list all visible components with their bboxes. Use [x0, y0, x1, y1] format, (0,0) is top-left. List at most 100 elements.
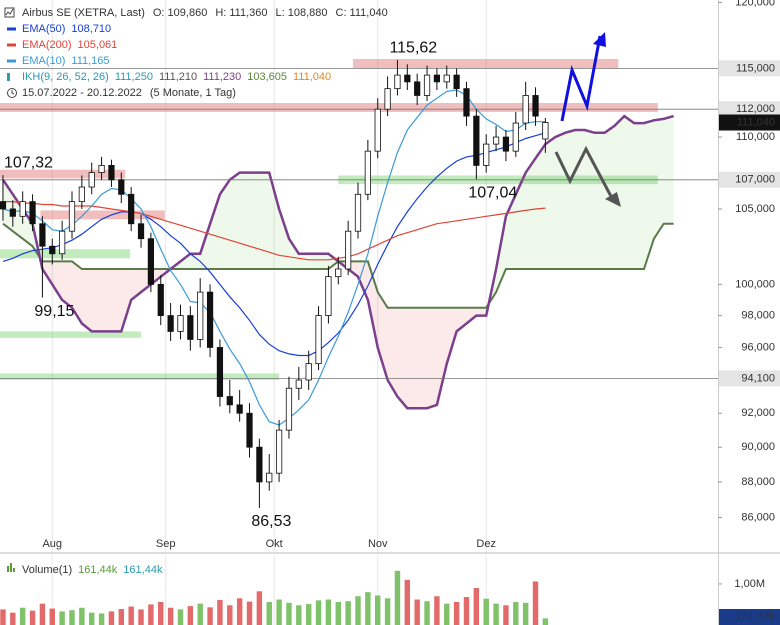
- price-zone: [0, 169, 126, 179]
- bear-arrow-head: [605, 192, 621, 207]
- candle-body: [266, 472, 273, 483]
- y-tick-label: 120,000: [735, 0, 775, 8]
- volume-bar: [207, 607, 213, 625]
- legend-entry: IKH(9, 26, 52, 26) 111,250 111,210 111,230 1…: [22, 71, 331, 83]
- volume-legend: Volume(1) 161,44k 161,44k: [22, 564, 163, 576]
- cloud-fill: [308, 253, 319, 269]
- ema-line: [2, 132, 546, 357]
- x-tick-label: Aug: [42, 538, 62, 550]
- cloud-fill: [249, 172, 260, 269]
- price-zone: [0, 103, 658, 112]
- cloud-fill: [190, 253, 201, 269]
- volume-bar: [384, 598, 391, 625]
- price-annotation: 99,15: [34, 303, 74, 320]
- last-price-box: [719, 114, 780, 131]
- legend-swatch: [7, 27, 16, 31]
- level-box: [719, 370, 780, 387]
- volume-bar: [305, 604, 312, 625]
- candle-body: [295, 379, 302, 389]
- volume-value: 161,44k: [78, 564, 118, 576]
- header: Airbus SE (XETRA, Last) O: 109,860 H: 111,…: [22, 7, 388, 19]
- level-label: 94,100: [741, 372, 775, 384]
- cloud-fill: [387, 307, 398, 397]
- cloud-fill: [131, 268, 142, 300]
- candle-body: [68, 201, 76, 232]
- cloud-fill: [22, 208, 33, 247]
- volume-bar: [0, 609, 6, 625]
- volume-bar: [29, 610, 36, 625]
- ema-line: [3, 201, 546, 261]
- volume-icon: [10, 563, 12, 572]
- volume-bar: [286, 602, 292, 625]
- price-zone: [40, 210, 165, 220]
- candle-body: [206, 291, 214, 348]
- legend: Airbus SE (XETRA, Last) O: 109,860 H: 111,…: [4, 7, 388, 576]
- candle-body: [29, 201, 36, 225]
- volume-bar: [503, 605, 509, 625]
- cloud-fill: [210, 194, 220, 269]
- cloud-fill: [614, 116, 625, 269]
- cloud-fill: [476, 307, 487, 316]
- volume-bar: [444, 603, 450, 625]
- x-tick-label: Nov: [368, 538, 388, 550]
- cloud-fill: [367, 261, 378, 348]
- candle-body: [236, 404, 243, 414]
- volume-bar: [158, 602, 164, 625]
- ohlc: O: 109,860: [153, 7, 207, 19]
- cloud-fill: [318, 253, 329, 269]
- volume-icon: [13, 568, 15, 572]
- candle-body: [423, 74, 431, 96]
- legend-name: EMA(200): [22, 39, 72, 51]
- candle-body: [414, 81, 421, 96]
- price-panel: [0, 60, 718, 508]
- candle-body: [88, 172, 95, 188]
- cloud-fill: [515, 172, 526, 269]
- volume-bar: [463, 597, 470, 625]
- volume-bar: [217, 599, 223, 625]
- volume-bar: [256, 591, 263, 625]
- legend-swatch: [7, 43, 16, 47]
- legend-name: IKH(9, 26, 52, 26): [22, 71, 109, 83]
- volume-icon: [7, 566, 9, 572]
- cloud-fill: [574, 130, 585, 269]
- volume-bar: [335, 602, 341, 625]
- candle-body: [197, 291, 204, 340]
- cloud-fill: [101, 268, 112, 332]
- cloud-fill: [397, 307, 408, 409]
- candle-body: [285, 387, 293, 431]
- volume-bar: [10, 612, 16, 625]
- volume-bar: [394, 570, 401, 625]
- volume-bar: [315, 600, 322, 625]
- volume-current-label: 161,44k: [736, 611, 776, 623]
- instrument: Airbus SE (XETRA, Last): [22, 7, 145, 19]
- candle-body: [59, 230, 66, 255]
- volume-bar: [493, 603, 499, 625]
- volume-bar: [296, 605, 302, 625]
- volume-bar: [167, 607, 174, 625]
- level-label: 107,000: [735, 174, 775, 186]
- cloud-fill: [436, 307, 447, 405]
- candle-body: [463, 88, 470, 117]
- legend-value: 111,165: [71, 55, 109, 67]
- y-tick-label: 92,000: [741, 407, 775, 419]
- cloud-fill: [259, 172, 270, 269]
- ohlc: H: 111,360: [215, 7, 267, 19]
- candle-body: [39, 223, 46, 247]
- candle-body: [118, 179, 125, 195]
- ohlc: L: 108,880: [276, 7, 328, 19]
- cloud-fill: [180, 253, 191, 269]
- volume-bar: [128, 606, 134, 625]
- x-tick-label: Sep: [156, 538, 176, 550]
- legend-value: 111,210: [159, 71, 197, 83]
- cloud-fill: [584, 130, 595, 269]
- cloud-fill: [417, 307, 428, 409]
- volume-bar: [266, 602, 272, 625]
- cloud-fill: [91, 268, 102, 332]
- volume-bar: [108, 611, 115, 625]
- cloud-fill: [111, 268, 122, 332]
- period: 15.07.2022 - 20.12.2022 (5 Monate, 1 Tag): [22, 87, 236, 99]
- candle-body: [433, 74, 441, 83]
- volume-bar: [473, 588, 480, 625]
- cloud-fill: [594, 132, 605, 269]
